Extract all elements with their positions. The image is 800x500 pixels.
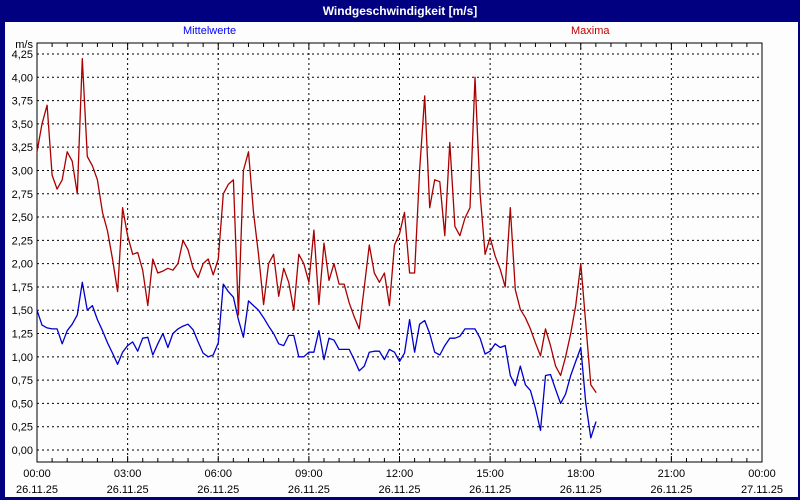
svg-text:26.11.25: 26.11.25 [469, 484, 511, 496]
svg-text:03:00: 03:00 [114, 468, 142, 480]
svg-text:2,50: 2,50 [12, 212, 33, 224]
svg-text:3,00: 3,00 [12, 165, 33, 177]
svg-text:4,25: 4,25 [12, 49, 33, 61]
legend-label-maxima: Maxima [571, 25, 610, 37]
svg-text:09:00: 09:00 [295, 468, 323, 480]
svg-text:00:00: 00:00 [748, 468, 776, 480]
svg-text:15:00: 15:00 [476, 468, 504, 480]
svg-text:1,00: 1,00 [12, 352, 33, 364]
series-maxima [36, 58, 597, 393]
svg-text:06:00: 06:00 [204, 468, 232, 480]
y-axis-labels: 4,25 4,00 3,75 3,50 3,25 3,00 2,75 2,50 2,25 2,00… [12, 39, 34, 457]
svg-text:3,75: 3,75 [12, 96, 33, 108]
svg-text:0,50: 0,50 [12, 398, 33, 410]
svg-text:26.11.25: 26.11.25 [288, 484, 330, 496]
svg-text:1,75: 1,75 [12, 282, 33, 294]
svg-text:26.11.25: 26.11.25 [197, 484, 239, 496]
svg-text:4,00: 4,00 [12, 72, 33, 84]
svg-text:26.11.25: 26.11.25 [650, 484, 692, 496]
x-axis-labels: 00:00 26.11.25 03:00 26.11.25 06:00 26.11.25 0… [16, 468, 783, 496]
svg-text:26.11.25: 26.11.25 [560, 484, 602, 496]
legend-label-mittelwerte: Mittelwerte [183, 25, 237, 37]
svg-text:12:00: 12:00 [386, 468, 414, 480]
svg-text:1,25: 1,25 [12, 329, 33, 341]
svg-text:26.11.25: 26.11.25 [107, 484, 149, 496]
svg-text:18:00: 18:00 [567, 468, 595, 480]
svg-text:3,50: 3,50 [12, 119, 33, 131]
svg-text:2,25: 2,25 [12, 235, 33, 247]
svg-text:0,25: 0,25 [12, 422, 33, 434]
axis-ticks [51, 43, 748, 462]
svg-text:0,00: 0,00 [12, 445, 33, 457]
svg-text:26.11.25: 26.11.25 [16, 484, 58, 496]
svg-text:21:00: 21:00 [658, 468, 686, 480]
title-bar: Windgeschwindigkeit [m/s] [0, 0, 800, 22]
svg-text:26.11.25: 26.11.25 [378, 484, 420, 496]
svg-text:00:00: 00:00 [23, 468, 51, 480]
x-gridlines [127, 43, 672, 462]
chart-title: Windgeschwindigkeit [m/s] [322, 4, 478, 18]
series-mittelwerte [36, 281, 597, 439]
svg-text:0,75: 0,75 [12, 375, 33, 387]
svg-text:27.11.25: 27.11.25 [741, 484, 783, 496]
y-gridlines [37, 53, 762, 451]
svg-text:3,25: 3,25 [12, 142, 33, 154]
svg-text:1,50: 1,50 [12, 305, 33, 317]
svg-text:2,00: 2,00 [12, 259, 33, 271]
y-axis-unit-label: m/s [15, 39, 33, 51]
plot-frame [36, 42, 763, 463]
svg-text:2,75: 2,75 [12, 189, 33, 201]
